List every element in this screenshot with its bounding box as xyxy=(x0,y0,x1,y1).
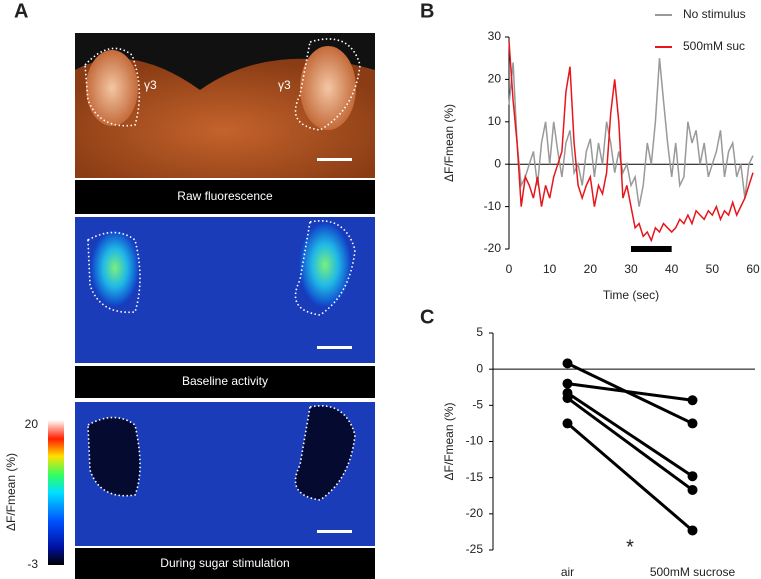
y-tick-label: -20 xyxy=(466,506,484,520)
dot xyxy=(687,418,698,429)
y-tick-label: -20 xyxy=(484,241,502,255)
region-label: γ3 xyxy=(278,78,291,92)
y-tick-label: 20 xyxy=(488,72,502,86)
baseline-image xyxy=(75,217,375,363)
caption-bar xyxy=(75,180,375,214)
panel-label: B xyxy=(420,0,434,22)
panel-label: A xyxy=(14,0,28,22)
dot xyxy=(687,395,698,406)
caption-bar xyxy=(75,548,375,579)
y-axis-label: ΔF/Fmean (%) xyxy=(442,104,456,182)
caption: Raw fluorescence xyxy=(177,189,273,203)
pair-line xyxy=(566,391,694,478)
dot xyxy=(562,378,573,389)
stimulus-image xyxy=(75,402,375,546)
y-tick-label: -15 xyxy=(466,470,484,484)
y-tick-label: -10 xyxy=(484,199,502,213)
pair-line xyxy=(567,382,693,402)
stimulus-bar xyxy=(631,246,672,252)
legend-label: No stimulus xyxy=(683,7,746,21)
colorbar xyxy=(48,420,64,565)
line-series xyxy=(508,41,754,243)
dot xyxy=(562,358,573,369)
dot xyxy=(562,418,573,429)
y-tick-label: -25 xyxy=(466,542,484,556)
x-tick-label: air xyxy=(561,565,574,579)
caption-bar xyxy=(75,366,375,398)
legend-label: 500mM suc xyxy=(683,39,745,53)
y-tick-label: 30 xyxy=(488,29,502,43)
y-tick-label: 10 xyxy=(488,114,502,128)
dot xyxy=(562,393,573,404)
dot xyxy=(687,471,698,482)
x-tick-label: 10 xyxy=(543,262,557,276)
x-tick-label: 0 xyxy=(506,262,513,276)
dot xyxy=(687,525,698,536)
caption: Baseline activity xyxy=(182,374,268,388)
panel-label: C xyxy=(420,306,434,328)
x-tick-label: 20 xyxy=(584,262,598,276)
x-tick-label: 30 xyxy=(624,262,638,276)
y-tick-label: -5 xyxy=(472,398,483,412)
y-tick-label: -10 xyxy=(466,434,484,448)
raw-image xyxy=(75,33,375,178)
y-tick-label: 0 xyxy=(476,361,483,375)
y-tick-label: 0 xyxy=(494,156,501,170)
x-tick-label: 40 xyxy=(665,262,679,276)
colorbar-tick-label: -3 xyxy=(27,557,38,571)
caption: During sugar stimulation xyxy=(160,556,289,570)
x-tick-label: 60 xyxy=(746,262,760,276)
annotation: * xyxy=(626,536,634,558)
dot xyxy=(687,484,698,495)
line-series xyxy=(508,58,754,207)
region-label: γ3 xyxy=(144,78,157,92)
x-tick-label: 50 xyxy=(706,262,720,276)
y-tick-label: 5 xyxy=(476,325,483,339)
pair-line xyxy=(566,422,694,532)
x-tick-label: 500mM sucrose xyxy=(650,565,736,579)
y-axis-label: ΔF/Fmean (%) xyxy=(442,402,456,480)
pair-line xyxy=(566,396,694,492)
colorbar-tick-label: 20 xyxy=(25,417,39,431)
colorbar-label: ΔF/Fmean (%) xyxy=(4,453,18,531)
x-axis-label: Time (sec) xyxy=(603,288,659,302)
